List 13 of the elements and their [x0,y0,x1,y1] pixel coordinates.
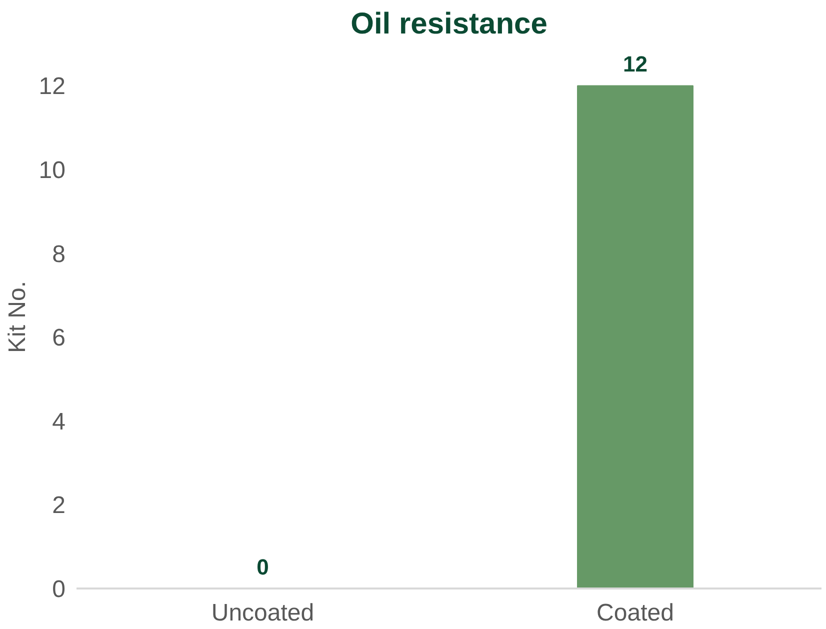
y-tick-label: 4 [52,408,66,436]
y-axis-title: Kit No. [4,280,31,354]
chart-title: Oil resistance [350,8,548,40]
y-tick-label: 2 [52,492,66,520]
x-tick-label: Uncoated [211,600,314,626]
y-tick-label: 10 [38,157,66,184]
y-tick-label: 6 [52,324,66,352]
data-label: 0 [256,554,269,580]
data-label: 12 [623,52,648,77]
x-tick-label: Coated [596,600,674,626]
y-tick-label: 12 [38,73,66,100]
y-tick-label: 8 [52,240,66,268]
y-tick-label: 0 [52,576,66,603]
